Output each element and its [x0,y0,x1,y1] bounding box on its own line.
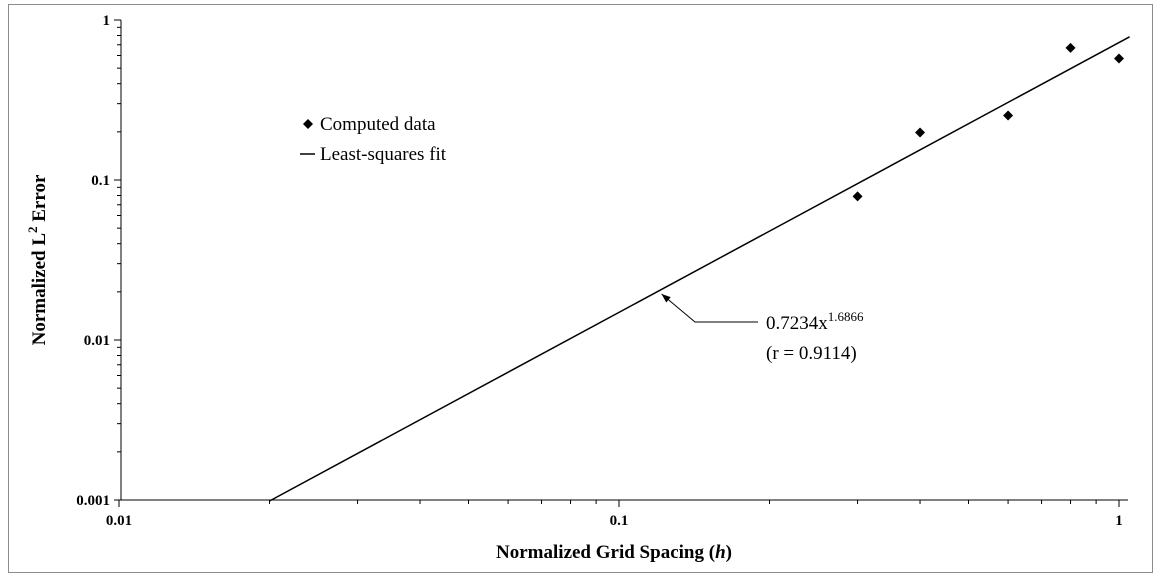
data-point [915,127,926,138]
data-point [1114,53,1124,64]
fit-line [269,36,1130,502]
legend-diamond-marker [303,119,313,129]
x-tick-label: 0.01 [106,513,132,529]
data-point [852,191,863,202]
x-axis-title: Normalized Grid Spacing (h) [496,542,732,563]
legend: Computed data Least-squares fit [300,114,447,165]
data-point [1003,110,1014,121]
chart-frame [8,4,1153,573]
y-tick-label: 1 [103,13,111,29]
legend-label-computed: Computed data [320,114,436,135]
ticks: 0.001 0.01 0.1 1 0.01 0.1 1 [76,13,1123,529]
y-axis-title: Normalized L2 Error [25,174,50,345]
annotation-leader-line [661,293,758,323]
fit-annotation: 0.7234x1.6866 (r = 0.9114) [661,293,864,364]
data-point [1065,42,1076,53]
y-tick-label: 0.01 [84,333,110,349]
x-tick-label: 1 [1115,513,1123,529]
axes [120,20,1128,501]
y-tick-label: 0.1 [91,173,110,189]
y-tick-label: 0.001 [76,493,110,509]
fit-equation: 0.7234x1.6866 [766,309,864,334]
legend-label-fit: Least-squares fit [320,144,447,165]
correlation-label: (r = 0.9114) [766,343,857,364]
data-points [852,42,1124,202]
fit-line-group [269,36,1130,502]
x-tick-label: 0.1 [610,513,629,529]
annotation-arrowhead [661,293,671,303]
